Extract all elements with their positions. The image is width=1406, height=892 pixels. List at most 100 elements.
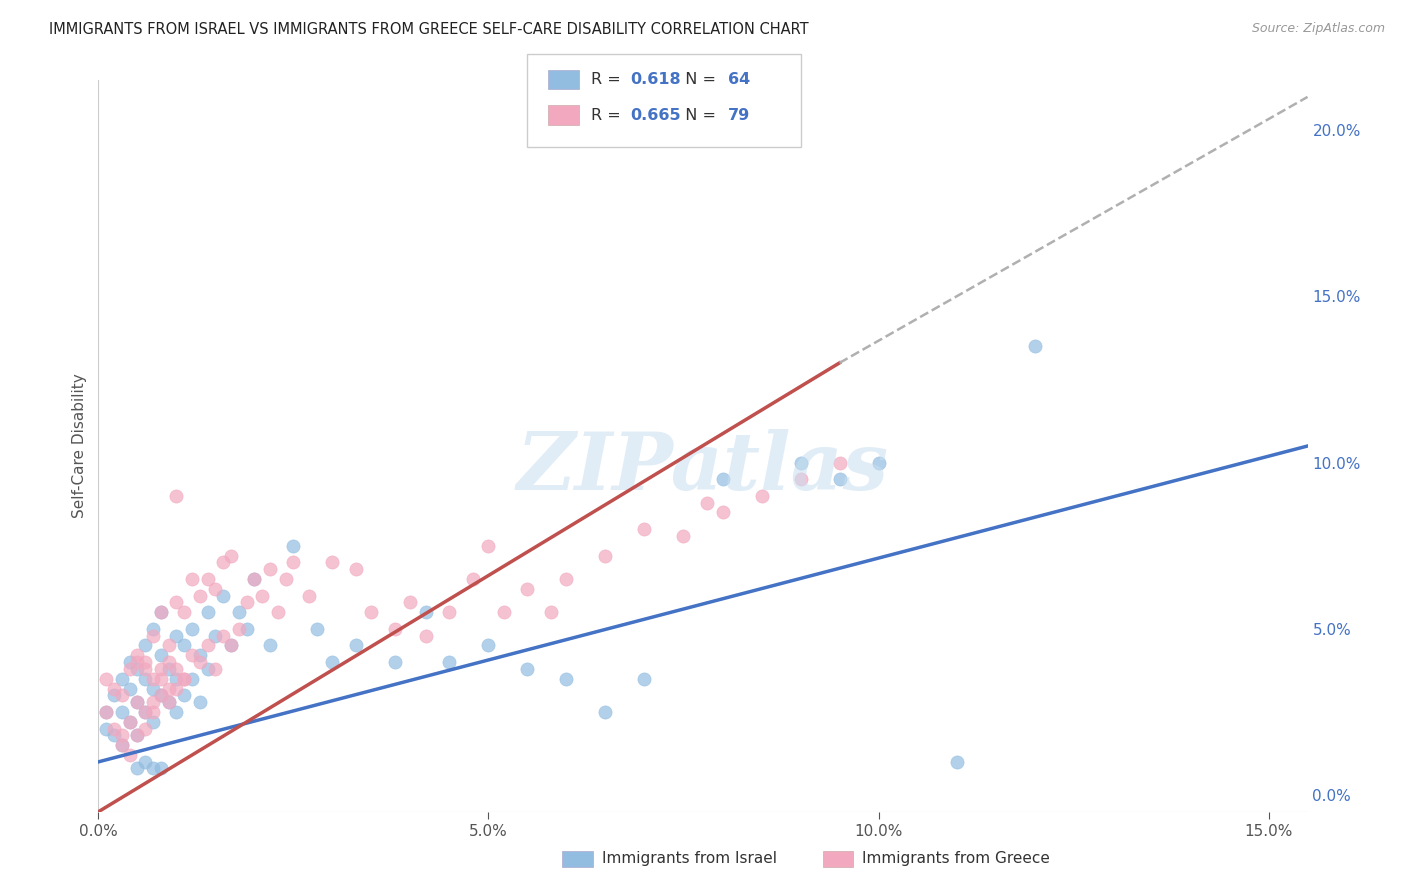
Point	[149, 689, 172, 703]
Point	[142, 622, 165, 636]
Point	[111, 728, 134, 742]
Text: 79: 79	[728, 108, 751, 122]
Point	[711, 472, 734, 486]
Point	[181, 648, 204, 663]
Point	[321, 655, 343, 669]
Point	[134, 705, 156, 719]
Point	[96, 722, 118, 736]
Point	[134, 722, 156, 736]
Point	[134, 755, 156, 769]
Point	[173, 689, 195, 703]
Point	[711, 506, 734, 520]
Point	[127, 655, 149, 669]
Point	[228, 605, 250, 619]
Point	[188, 655, 211, 669]
Point	[173, 672, 195, 686]
Point	[305, 622, 328, 636]
Point	[828, 456, 851, 470]
Text: ZIPatlas: ZIPatlas	[517, 429, 889, 507]
Point	[103, 722, 125, 736]
Point	[516, 582, 538, 596]
Point	[157, 695, 180, 709]
Point	[127, 695, 149, 709]
Point	[439, 605, 461, 619]
Point	[267, 605, 290, 619]
Point	[555, 672, 578, 686]
Point	[321, 555, 343, 569]
Point	[149, 605, 172, 619]
Point	[204, 628, 226, 642]
Point	[384, 655, 406, 669]
Text: 0.618: 0.618	[630, 72, 681, 87]
Point	[157, 695, 180, 709]
Point	[142, 714, 165, 729]
Point	[118, 748, 141, 763]
Point	[157, 639, 180, 653]
Point	[219, 639, 242, 653]
Point	[555, 572, 578, 586]
Point	[142, 628, 165, 642]
Point	[96, 705, 118, 719]
Point	[142, 695, 165, 709]
Point	[173, 605, 195, 619]
Point	[540, 605, 562, 619]
Point	[149, 762, 172, 776]
Point	[204, 582, 226, 596]
Point	[274, 572, 297, 586]
Point	[165, 628, 187, 642]
Point	[259, 639, 281, 653]
Point	[197, 572, 219, 586]
Point	[212, 555, 235, 569]
Point	[228, 622, 250, 636]
Point	[142, 672, 165, 686]
Point	[96, 672, 118, 686]
Text: N =: N =	[675, 108, 721, 122]
Point	[157, 662, 180, 676]
Point	[243, 572, 266, 586]
Point	[219, 639, 242, 653]
Y-axis label: Self-Care Disability: Self-Care Disability	[72, 374, 87, 518]
Point	[118, 714, 141, 729]
Point	[111, 738, 134, 752]
Text: R =: R =	[591, 72, 626, 87]
Point	[165, 595, 187, 609]
Point	[103, 728, 125, 742]
Point	[165, 681, 187, 696]
Point	[111, 689, 134, 703]
Point	[595, 705, 617, 719]
Text: N =: N =	[675, 72, 721, 87]
Point	[149, 605, 172, 619]
Point	[197, 605, 219, 619]
Point	[111, 672, 134, 686]
Point	[252, 589, 274, 603]
Point	[477, 539, 499, 553]
Point	[149, 648, 172, 663]
Point	[633, 672, 655, 686]
Point	[243, 572, 266, 586]
Text: Immigrants from Greece: Immigrants from Greece	[862, 852, 1050, 866]
Point	[696, 495, 718, 509]
Point	[142, 762, 165, 776]
Point	[118, 681, 141, 696]
Point	[344, 639, 367, 653]
Point	[197, 662, 219, 676]
Point	[212, 589, 235, 603]
Point	[118, 655, 141, 669]
Point	[149, 662, 172, 676]
Point	[173, 672, 195, 686]
Point	[399, 595, 422, 609]
Point	[751, 489, 773, 503]
Point	[188, 648, 211, 663]
Point	[111, 705, 134, 719]
Point	[259, 562, 281, 576]
Point	[945, 755, 967, 769]
Point	[188, 695, 211, 709]
Point	[181, 572, 204, 586]
Point	[165, 705, 187, 719]
Point	[127, 695, 149, 709]
Point	[103, 681, 125, 696]
Point	[516, 662, 538, 676]
Point	[477, 639, 499, 653]
Point	[157, 655, 180, 669]
Point	[181, 672, 204, 686]
